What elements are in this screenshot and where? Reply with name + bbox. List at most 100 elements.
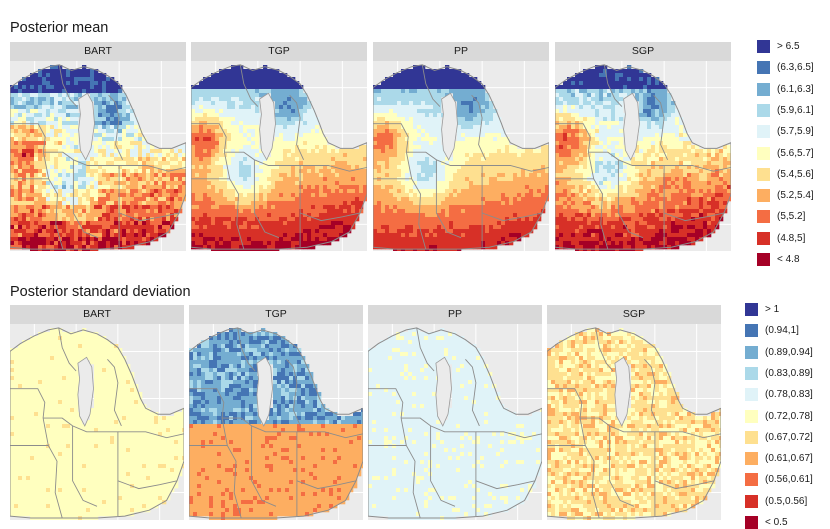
raster-cell: [134, 185, 138, 189]
raster-cell: [279, 129, 283, 133]
raster-cell: [50, 149, 54, 153]
raster-cell: [255, 113, 259, 117]
raster-cell: [118, 181, 122, 185]
raster-cell: [397, 125, 401, 129]
raster-cell: [485, 193, 489, 197]
raster-cell: [545, 145, 549, 149]
raster-cell: [10, 89, 14, 93]
raster-cell: [299, 133, 303, 137]
raster-cell: [74, 89, 78, 93]
map-svg: [373, 61, 549, 251]
raster-cell: [501, 185, 505, 189]
raster-cell: [377, 89, 381, 93]
raster-cell: [303, 173, 307, 177]
raster-cell: [219, 209, 223, 213]
raster-cell: [315, 225, 319, 229]
raster-cell: [485, 149, 489, 153]
raster-cell: [651, 81, 655, 85]
raster-cell: [231, 81, 235, 85]
raster-cell: [489, 157, 493, 161]
raster-cell: [497, 225, 501, 229]
raster-cell: [251, 97, 255, 101]
raster-cell: [243, 113, 247, 117]
raster-cell: [373, 185, 377, 189]
raster-cell: [247, 137, 251, 141]
raster-cell: [211, 165, 215, 169]
raster-cell: [279, 213, 283, 217]
raster-cell: [102, 93, 106, 97]
raster-cell: [259, 81, 263, 85]
raster-cell: [373, 189, 377, 193]
raster-cell: [385, 85, 389, 89]
raster-cell: [409, 129, 413, 133]
raster-cell: [533, 201, 537, 205]
raster-cell: [517, 205, 521, 209]
raster-cell: [98, 129, 102, 133]
raster-cell: [199, 137, 203, 141]
raster-cell: [315, 161, 319, 165]
raster-cell: [30, 133, 34, 137]
raster-cell: [195, 129, 199, 133]
raster-cell: [477, 225, 481, 229]
raster-cell: [493, 225, 497, 229]
raster-cell: [397, 233, 401, 237]
raster-cell: [58, 93, 62, 97]
raster-cell: [429, 121, 433, 125]
raster-cell: [393, 225, 397, 229]
raster-cell: [78, 173, 82, 177]
raster-cell: [106, 205, 110, 209]
raster-cell: [465, 145, 469, 149]
raster-cell: [529, 157, 533, 161]
raster-cell: [267, 217, 271, 221]
raster-cell: [122, 241, 126, 245]
raster-cell: [38, 109, 42, 113]
raster-cell: [22, 101, 26, 105]
raster-cell: [10, 125, 14, 129]
raster-cell: [74, 225, 78, 229]
raster-cell: [331, 157, 335, 161]
raster-cell: [373, 137, 377, 141]
raster-cell: [90, 73, 94, 77]
raster-cell: [489, 233, 493, 237]
raster-cell: [299, 225, 303, 229]
raster-cell: [106, 185, 110, 189]
raster-cell: [82, 89, 86, 93]
raster-cell: [291, 221, 295, 225]
raster-cell: [327, 161, 331, 165]
raster-cell: [203, 201, 207, 205]
raster-cell: [191, 101, 195, 105]
raster-cell: [619, 81, 623, 85]
raster-cell: [385, 93, 389, 97]
raster-cell: [335, 213, 339, 217]
raster-cell: [207, 225, 211, 229]
raster-cell: [409, 153, 413, 157]
raster-cell: [359, 177, 363, 181]
raster-cell: [437, 201, 441, 205]
raster-cell: [94, 133, 98, 137]
raster-cell: [42, 197, 46, 201]
raster-cell: [401, 97, 405, 101]
raster-cell: [335, 161, 339, 165]
raster-cell: [461, 153, 465, 157]
raster-cell: [421, 129, 425, 133]
raster-cell: [381, 205, 385, 209]
raster-cell: [118, 241, 122, 245]
raster-cell: [30, 161, 34, 165]
raster-cell: [263, 197, 267, 201]
raster-cell: [477, 237, 481, 241]
raster-cell: [377, 153, 381, 157]
raster-cell: [473, 185, 477, 189]
raster-cell: [82, 225, 86, 229]
raster-cell: [90, 153, 94, 157]
raster-cell: [481, 209, 485, 213]
raster-cell: [481, 177, 485, 181]
raster-cell: [377, 169, 381, 173]
raster-cell: [497, 177, 501, 181]
raster-cell: [461, 125, 465, 129]
raster-cell: [437, 209, 441, 213]
raster-cell: [22, 117, 26, 121]
raster-cell: [199, 233, 203, 237]
raster-cell: [385, 149, 389, 153]
raster-cell: [327, 205, 331, 209]
raster-cell: [433, 129, 437, 133]
